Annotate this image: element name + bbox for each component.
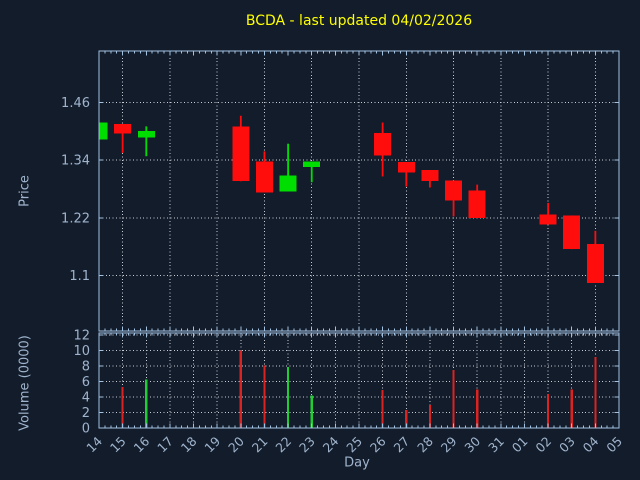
- candle-body-day-02: [539, 214, 557, 225]
- x-tick-label: 24: [320, 433, 342, 455]
- candle-body-day-20: [232, 126, 250, 182]
- x-tick-label: 15: [107, 434, 129, 456]
- price-tick-label: 1.22: [61, 211, 90, 226]
- volume-tick-label: 4: [82, 391, 90, 406]
- x-tick-label: 05: [603, 434, 625, 456]
- price-axis-label: Price: [17, 175, 33, 207]
- candle-body-day-04: [586, 243, 604, 283]
- x-tick-label: 29: [438, 433, 460, 455]
- x-tick-label: 30: [461, 433, 483, 455]
- price-tick-label: 1.34: [61, 154, 90, 169]
- candle-body-day-14: [99, 122, 108, 140]
- candle-body-day-16: [137, 131, 155, 138]
- volume-tick-label: 12: [73, 329, 90, 344]
- candle-body-day-22: [279, 175, 297, 192]
- x-tick-label: 27: [391, 434, 413, 456]
- x-tick-label: 01: [509, 434, 531, 456]
- volume-tick-label: 2: [82, 406, 90, 421]
- x-tick-label: 18: [178, 433, 200, 455]
- x-axis-label: Day: [344, 455, 370, 471]
- x-tick-label: 19: [201, 433, 223, 455]
- candle-body-day-15: [114, 123, 132, 134]
- x-tick-label: 02: [532, 434, 554, 456]
- candle-body-day-21: [255, 161, 273, 193]
- x-tick-label: 22: [272, 434, 294, 456]
- candle-body-day-23: [303, 161, 321, 167]
- candle-body-day-30: [468, 190, 486, 218]
- volume-tick-label: 10: [73, 344, 90, 359]
- candle-body-day-29: [445, 180, 463, 201]
- chart-title: BCDA - last updated 04/02/2026: [245, 13, 473, 29]
- volume-axis-label: Volume (0000): [17, 335, 33, 431]
- volume-tick-label: 8: [82, 360, 90, 375]
- candle-body-day-28: [421, 170, 439, 182]
- x-tick-label: 23: [296, 434, 318, 456]
- candle-body-day-27: [397, 161, 415, 173]
- x-tick-label: 20: [225, 433, 247, 455]
- volume-tick-label: 6: [82, 375, 90, 390]
- price-tick-label: 1.1: [69, 269, 90, 284]
- x-tick-label: 04: [580, 433, 602, 455]
- price-tick-label: 1.46: [61, 96, 90, 111]
- candles-group: [99, 115, 604, 283]
- x-tick-label: 03: [556, 434, 578, 456]
- candle-body-day-26: [374, 133, 392, 156]
- x-tick-label: 21: [249, 434, 271, 456]
- x-tick-label: 26: [367, 433, 389, 455]
- x-tick-label: 16: [131, 433, 153, 455]
- x-tick-label: 14: [83, 433, 105, 455]
- x-tick-label: 28: [414, 433, 436, 455]
- x-tick-label: 25: [343, 434, 365, 456]
- volume-tick-label: 0: [82, 422, 90, 437]
- x-tick-label: 17: [154, 434, 176, 456]
- candle-body-day-03: [563, 215, 581, 250]
- x-tick-label: 31: [485, 434, 507, 456]
